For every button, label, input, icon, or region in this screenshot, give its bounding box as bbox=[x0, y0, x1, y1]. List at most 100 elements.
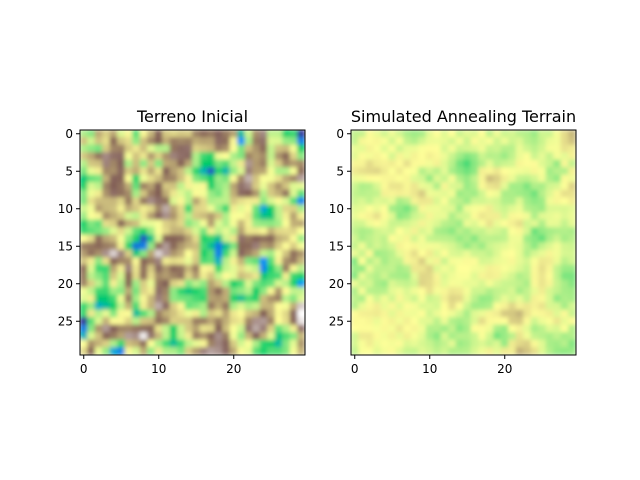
heatmap-cell bbox=[500, 332, 509, 341]
heatmap-cell bbox=[523, 189, 532, 198]
heatmap-cell bbox=[493, 324, 502, 333]
heatmap-cell bbox=[192, 197, 201, 206]
heatmap-cell bbox=[410, 249, 419, 258]
heatmap-cell bbox=[199, 257, 208, 266]
heatmap-cell bbox=[244, 257, 253, 266]
heatmap-cell bbox=[282, 167, 291, 176]
heatmap-cell bbox=[252, 130, 261, 138]
heatmap-cell bbox=[448, 339, 457, 348]
heatmap-cell bbox=[440, 144, 449, 153]
heatmap-cell bbox=[117, 294, 126, 303]
heatmap-cell bbox=[274, 287, 283, 296]
heatmap-cell bbox=[538, 287, 547, 296]
heatmap-cell bbox=[455, 242, 464, 251]
heatmap-cell bbox=[365, 309, 374, 318]
heatmap-cell bbox=[237, 159, 246, 168]
heatmap-cell bbox=[229, 197, 238, 206]
heatmap-cell bbox=[470, 257, 479, 266]
heatmap-cell bbox=[470, 137, 479, 146]
heatmap-cell bbox=[448, 287, 457, 296]
heatmap-cell bbox=[154, 234, 163, 243]
heatmap-cell bbox=[139, 137, 148, 146]
heatmap-cell bbox=[282, 182, 291, 191]
heatmap-cell bbox=[351, 182, 359, 191]
heatmap-cell bbox=[538, 294, 547, 303]
heatmap-cell bbox=[455, 264, 464, 273]
heatmap-cell bbox=[117, 204, 126, 213]
heatmap-cell bbox=[508, 159, 517, 168]
heatmap-cell bbox=[267, 212, 276, 221]
heatmap-cell bbox=[478, 130, 487, 138]
heatmap-cell bbox=[403, 324, 412, 333]
heatmap-cell bbox=[388, 279, 397, 288]
heatmap-cell bbox=[478, 182, 487, 191]
heatmap-cell bbox=[351, 309, 359, 318]
heatmap-cell bbox=[282, 339, 291, 348]
heatmap-cell bbox=[545, 189, 554, 198]
heatmap-cell bbox=[568, 130, 576, 138]
heatmap-cell bbox=[87, 204, 96, 213]
heatmap-cell bbox=[478, 332, 487, 341]
heatmap-cell bbox=[500, 204, 509, 213]
heatmap-cell bbox=[485, 332, 494, 341]
heatmap-cell bbox=[500, 234, 509, 243]
heatmap-cell bbox=[282, 279, 291, 288]
heatmap-cell bbox=[184, 144, 193, 153]
heatmap-cell bbox=[395, 272, 404, 281]
heatmap-cell bbox=[530, 264, 539, 273]
heatmap-cell bbox=[351, 287, 359, 296]
heatmap-cell bbox=[132, 249, 141, 258]
heatmap-cell bbox=[252, 309, 261, 318]
heatmap-cell bbox=[267, 332, 276, 341]
heatmap-cell bbox=[433, 174, 442, 183]
heatmap-cell bbox=[139, 204, 148, 213]
y-tick-label: 15 bbox=[329, 239, 344, 253]
heatmap-cell bbox=[289, 309, 298, 318]
heatmap-cell bbox=[297, 317, 305, 326]
heatmap-cell bbox=[147, 257, 156, 266]
heatmap-cell bbox=[177, 249, 186, 258]
heatmap-cell bbox=[425, 324, 434, 333]
heatmap-cell bbox=[395, 339, 404, 348]
heatmap-cell bbox=[289, 264, 298, 273]
heatmap-cell bbox=[147, 227, 156, 236]
heatmap-cell bbox=[351, 249, 359, 258]
heatmap-cell bbox=[267, 339, 276, 348]
heatmap-cell bbox=[229, 332, 238, 341]
heatmap-cell bbox=[410, 159, 419, 168]
heatmap-cell bbox=[199, 324, 208, 333]
heatmap-cell bbox=[433, 197, 442, 206]
heatmap-cell bbox=[523, 309, 532, 318]
heatmap-cell bbox=[169, 242, 178, 251]
heatmap-cell bbox=[259, 347, 268, 355]
heatmap-cell bbox=[530, 182, 539, 191]
heatmap-cell bbox=[508, 242, 517, 251]
heatmap-cell bbox=[455, 272, 464, 281]
chart-title: Terreno Inicial bbox=[136, 107, 248, 126]
heatmap-cell bbox=[267, 182, 276, 191]
heatmap-cell bbox=[418, 137, 427, 146]
heatmap-cell bbox=[184, 189, 193, 198]
heatmap-cell bbox=[237, 189, 246, 198]
heatmap-cell bbox=[351, 279, 359, 288]
heatmap-cell bbox=[184, 309, 193, 318]
heatmap-cell bbox=[132, 227, 141, 236]
heatmap-cell bbox=[388, 339, 397, 348]
heatmap-cell bbox=[538, 234, 547, 243]
heatmap-cell bbox=[184, 302, 193, 311]
heatmap-cell bbox=[192, 174, 201, 183]
heatmap-cell bbox=[184, 204, 193, 213]
heatmap-cell bbox=[380, 264, 389, 273]
heatmap-cell bbox=[463, 272, 472, 281]
heatmap-cell bbox=[515, 234, 524, 243]
heatmap-cell bbox=[478, 144, 487, 153]
heatmap-cell bbox=[500, 174, 509, 183]
heatmap-cell bbox=[147, 159, 156, 168]
heatmap-cell bbox=[124, 182, 133, 191]
heatmap-cell bbox=[560, 294, 569, 303]
heatmap-cell bbox=[448, 279, 457, 288]
heatmap-cell bbox=[267, 152, 276, 161]
heatmap-cell bbox=[109, 317, 118, 326]
heatmap-cell bbox=[177, 174, 186, 183]
heatmap-cell bbox=[545, 279, 554, 288]
